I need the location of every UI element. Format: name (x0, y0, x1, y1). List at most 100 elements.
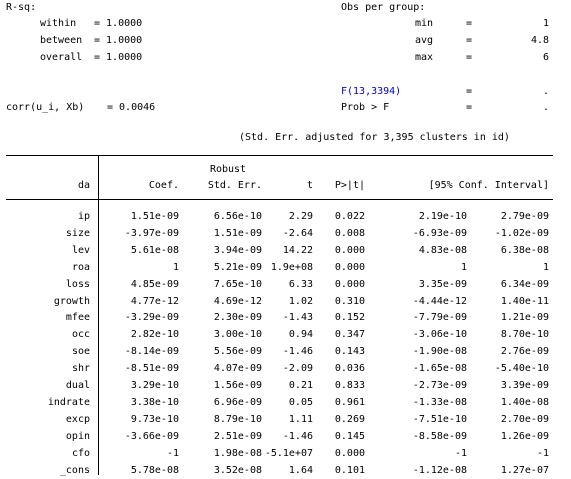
cell-p: 0.143 (334, 346, 365, 357)
cell-std-err: 2.30e-09 (213, 312, 262, 323)
cell-t: 1.64 (288, 465, 313, 476)
cell-t: -1.43 (282, 312, 313, 323)
min-value: 1 (542, 18, 549, 29)
header-p: P>|t| (334, 180, 365, 191)
robust-label: Robust (209, 164, 247, 175)
cell-p: 0.008 (334, 228, 365, 239)
cell-std-err: 1.98e-08 (213, 448, 262, 459)
f-value: . (542, 86, 549, 97)
cell-t: 14.22 (282, 245, 313, 256)
cell-variable: excp (65, 414, 90, 425)
header-se: Std. Err. (207, 180, 262, 191)
cell-ci-upper: 1.27e-07 (500, 465, 549, 476)
cell-variable: opin (65, 431, 90, 442)
cell-variable: growth (53, 296, 90, 307)
cell-t: 6.33 (288, 279, 313, 290)
cell-coef: 5.78e-08 (130, 465, 179, 476)
cell-p: 0.310 (334, 296, 365, 307)
overall-value: = 1.0000 (94, 52, 143, 63)
obs-label: Obs per group: (341, 2, 426, 13)
cell-coef: 3.38e-10 (130, 397, 179, 408)
depvar-label: da (77, 180, 90, 191)
cell-coef: -3.66e-09 (124, 431, 179, 442)
cell-std-err: 6.56e-10 (213, 211, 262, 222)
cell-std-err: 6.96e-09 (213, 397, 262, 408)
cell-ci-lower: 4.83e-08 (418, 245, 467, 256)
cell-variable: lev (71, 245, 90, 256)
cell-t: -2.64 (282, 228, 313, 239)
overall-label: overall (40, 52, 83, 63)
table-header-rule (6, 199, 553, 200)
cell-p: 0.022 (334, 211, 365, 222)
max-label: max (414, 52, 433, 63)
cell-variable: dual (65, 380, 90, 391)
cell-t: 2.29 (288, 211, 313, 222)
header-t: t (306, 180, 313, 191)
within-value: = 1.0000 (94, 18, 143, 29)
cell-variable: soe (71, 346, 90, 357)
cell-ci-lower: -1.33e-08 (412, 397, 467, 408)
cell-coef: 1.51e-09 (130, 211, 179, 222)
cell-coef: -3.29e-09 (124, 312, 179, 323)
cell-ci-lower: -4.44e-12 (412, 296, 467, 307)
cell-ci-lower: 3.35e-09 (418, 279, 467, 290)
cell-ci-upper: -1.02e-09 (494, 228, 549, 239)
cell-variable: shr (71, 363, 90, 374)
cell-ci-upper: 8.70e-10 (500, 329, 549, 340)
cell-coef: 9.73e-10 (130, 414, 179, 425)
cell-t: 1.02 (288, 296, 313, 307)
cell-p: 0.269 (334, 414, 365, 425)
cell-p: 0.145 (334, 431, 365, 442)
corr-label: corr(u_i, Xb) (6, 102, 85, 113)
cell-t: 0.05 (288, 397, 313, 408)
cell-std-err: 8.79e-10 (213, 414, 262, 425)
cell-t: -5.1e+07 (264, 448, 313, 459)
avg-eq: = (466, 35, 473, 46)
cell-variable: occ (71, 329, 90, 340)
cell-p: 0.152 (334, 312, 365, 323)
cell-p: 0.961 (334, 397, 365, 408)
cell-ci-lower: -7.79e-09 (412, 312, 467, 323)
cell-ci-upper: 1.40e-11 (500, 296, 549, 307)
cell-std-err: 4.07e-09 (213, 363, 262, 374)
cell-ci-upper: 6.38e-08 (500, 245, 549, 256)
cell-ci-lower: 1 (460, 262, 467, 273)
cell-ci-upper: 1 (542, 262, 549, 273)
cell-t: -1.46 (282, 431, 313, 442)
cell-std-err: 5.56e-09 (213, 346, 262, 357)
cell-std-err: 1.51e-09 (213, 228, 262, 239)
cell-t: -1.46 (282, 346, 313, 357)
table-divider (98, 155, 99, 475)
min-label: min (414, 18, 433, 29)
header-coef: Coef. (148, 180, 179, 191)
f-stat-link[interactable]: F(13,3394) (341, 86, 402, 97)
cell-std-err: 2.51e-09 (213, 431, 262, 442)
cell-t: 1.11 (288, 414, 313, 425)
cell-coef: 1 (172, 262, 179, 273)
cell-ci-lower: -3.06e-10 (412, 329, 467, 340)
cell-ci-lower: -1.12e-08 (412, 465, 467, 476)
cell-variable: _cons (59, 465, 90, 476)
cell-variable: loss (65, 279, 90, 290)
cell-variable: ip (77, 211, 90, 222)
cell-t: 1.9e+08 (270, 262, 313, 273)
cell-ci-upper: 1.26e-09 (500, 431, 549, 442)
prob-value: . (542, 102, 549, 113)
header-ci: [95% Conf. Interval] (428, 180, 549, 191)
prob-label: Prob > F (341, 102, 390, 113)
cell-t: -2.09 (282, 363, 313, 374)
cell-variable: size (65, 228, 90, 239)
cell-coef: 5.61e-08 (130, 245, 179, 256)
cell-std-err: 3.94e-09 (213, 245, 262, 256)
avg-value: 4.8 (530, 35, 549, 46)
cell-p: 0.000 (334, 262, 365, 273)
cell-ci-lower: -1.65e-08 (412, 363, 467, 374)
cell-ci-lower: -1 (454, 448, 467, 459)
cell-ci-upper: 2.76e-09 (500, 346, 549, 357)
cell-std-err: 4.69e-12 (213, 296, 262, 307)
cell-std-err: 3.00e-10 (213, 329, 262, 340)
cluster-note: (Std. Err. adjusted for 3,395 clusters i… (239, 132, 510, 143)
cell-t: 0.21 (288, 380, 313, 391)
max-value: 6 (542, 52, 549, 63)
cell-variable: indrate (47, 397, 90, 408)
